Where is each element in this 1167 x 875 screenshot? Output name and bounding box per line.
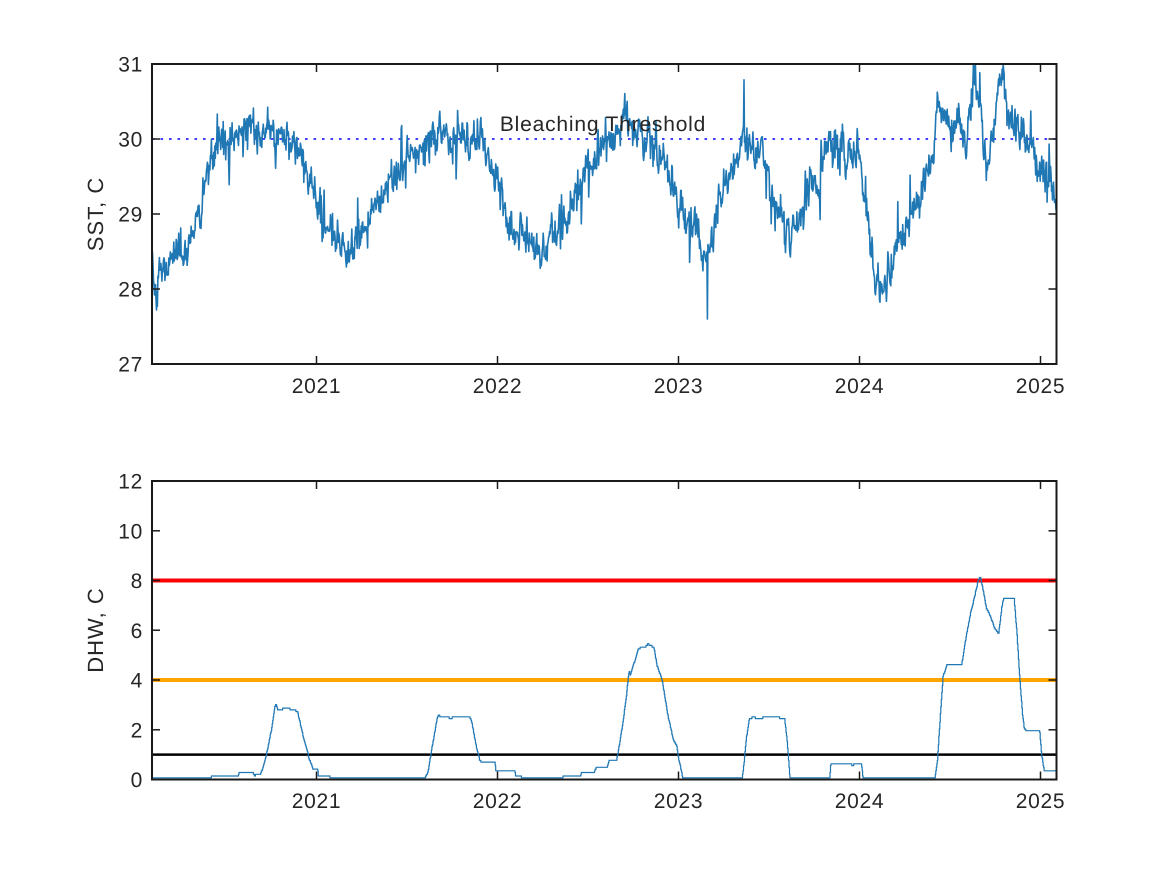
svg-text:2024: 2024 [835, 375, 885, 398]
svg-text:2022: 2022 [473, 790, 523, 813]
svg-text:2: 2 [131, 719, 143, 742]
svg-text:2023: 2023 [654, 790, 704, 813]
svg-text:10: 10 [118, 520, 143, 543]
svg-text:Bleaching Threshold: Bleaching Threshold [500, 113, 706, 136]
svg-text:2023: 2023 [654, 375, 704, 398]
svg-text:31: 31 [118, 54, 143, 77]
svg-text:27: 27 [118, 354, 143, 377]
svg-text:6: 6 [131, 620, 143, 643]
svg-text:2025: 2025 [1016, 375, 1066, 398]
svg-text:SST, C: SST, C [83, 177, 108, 251]
svg-text:2025: 2025 [1016, 790, 1066, 813]
svg-text:29: 29 [118, 204, 143, 227]
svg-text:4: 4 [131, 670, 143, 693]
svg-text:DHW, C: DHW, C [83, 587, 108, 672]
svg-text:2021: 2021 [292, 790, 342, 813]
svg-text:2021: 2021 [292, 375, 342, 398]
svg-text:30: 30 [118, 129, 143, 152]
svg-text:2022: 2022 [473, 375, 523, 398]
svg-text:8: 8 [131, 570, 143, 593]
svg-text:0: 0 [131, 769, 143, 792]
svg-text:28: 28 [118, 279, 143, 302]
svg-text:2024: 2024 [835, 790, 885, 813]
svg-text:12: 12 [118, 471, 143, 494]
